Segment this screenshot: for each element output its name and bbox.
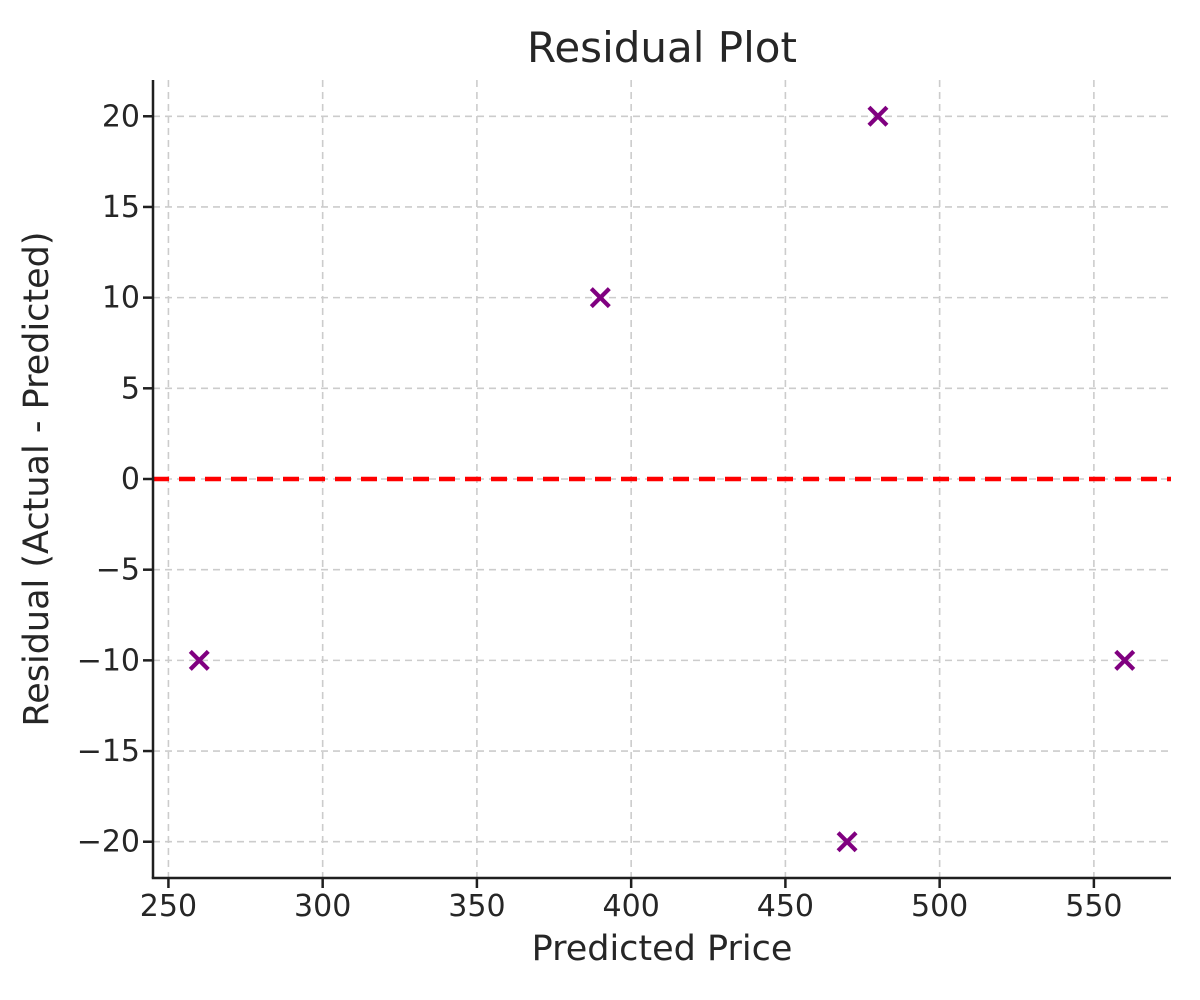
- y-axis-label: Residual (Actual - Predicted): [17, 231, 57, 726]
- y-tick-label: 15: [102, 190, 140, 225]
- y-tick-label: −15: [77, 734, 140, 769]
- y-tick-label: 5: [121, 371, 140, 406]
- data-points: [188, 105, 1136, 853]
- x-tick-label: 350: [448, 889, 505, 924]
- y-tick-label: −20: [77, 825, 140, 860]
- x-tick-label: 550: [1065, 889, 1122, 924]
- x-ticks: [167, 878, 1096, 888]
- scatter-point-marker: [1114, 649, 1136, 671]
- scatter-point-marker: [589, 287, 611, 309]
- x-tick-label: 450: [757, 889, 814, 924]
- x-tick-label: 250: [140, 889, 197, 924]
- x-tick-label: 300: [294, 889, 351, 924]
- x-axis-label: Predicted Price: [532, 929, 793, 969]
- scatter-point-marker: [867, 105, 889, 127]
- scatter-point-marker: [836, 831, 858, 853]
- scatter-point-marker: [188, 649, 210, 671]
- y-tick-label: 10: [102, 281, 140, 316]
- y-tick-labels: −20 −15 −10 −5 0 5 10 15 20: [77, 99, 140, 859]
- x-tick-labels: 250 300 350 400 450 500 550: [140, 889, 1123, 924]
- y-tick-label: 20: [102, 99, 140, 134]
- x-tick-label: 400: [603, 889, 660, 924]
- y-tick-label: −10: [77, 643, 140, 678]
- chart-title: Residual Plot: [527, 23, 797, 72]
- y-tick-label: −5: [96, 553, 140, 588]
- y-tick-label: 0: [121, 462, 140, 497]
- x-tick-label: 500: [911, 889, 968, 924]
- y-ticks: [143, 115, 153, 843]
